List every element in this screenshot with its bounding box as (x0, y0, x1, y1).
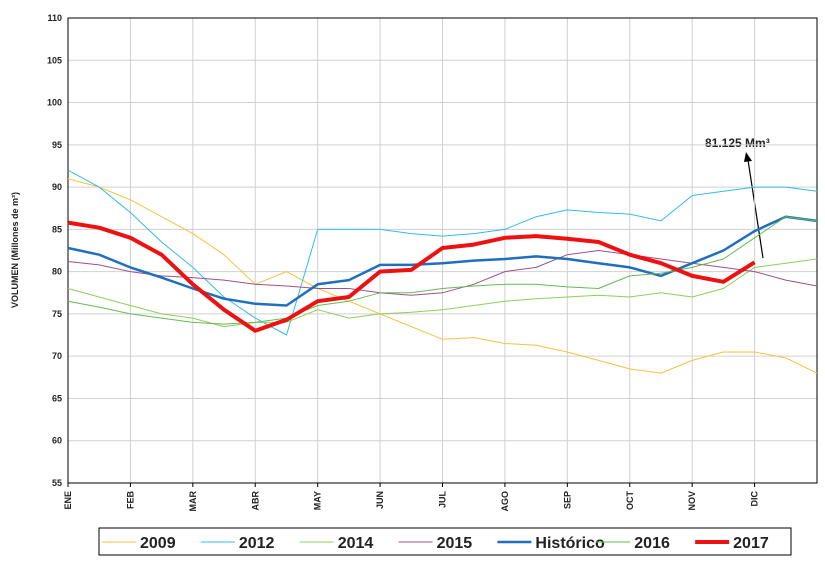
series-line (67, 258, 818, 328)
y-tick-label: 65 (52, 393, 62, 403)
y-tick-label: 80 (52, 267, 62, 277)
y-tick-label: 70 (52, 351, 62, 361)
annotation-arrow (747, 159, 764, 259)
y-axis-label: VOLUMEN (Millones de m³) (10, 192, 20, 308)
x-tick-label: OCT (625, 491, 635, 511)
y-tick-label: 90 (52, 182, 62, 192)
series-line (67, 215, 818, 307)
y-tick-label: 75 (52, 309, 62, 319)
series-line (67, 178, 818, 374)
legend-label: 2016 (634, 535, 670, 552)
legend-label: 2012 (239, 535, 275, 552)
x-tick-label: MAY (313, 491, 323, 510)
x-tick-label: JUL (438, 491, 448, 509)
x-tick-label: AGO (500, 491, 510, 512)
legend-label: 2009 (140, 535, 176, 552)
legend-label: 2017 (733, 535, 769, 552)
annotation: 81.125 Mm³ (705, 136, 770, 150)
series-line (67, 220, 756, 333)
x-tick-label: DIC (750, 491, 760, 507)
x-tick-label: NOV (687, 491, 697, 511)
x-tick-label: SEP (562, 491, 572, 509)
y-tick-label: 110 (47, 13, 62, 23)
x-tick-label: ABR (250, 491, 260, 511)
series-line (67, 169, 818, 336)
legend-label: 2015 (437, 535, 473, 552)
arrow-head (744, 152, 752, 162)
series-line (67, 216, 818, 325)
x-tick-label: MAR (188, 491, 198, 512)
y-tick-label: 60 (52, 436, 62, 446)
y-tick-label: 100 (47, 98, 62, 108)
legend-label: 2014 (338, 535, 374, 552)
x-tick-label: JUN (375, 491, 385, 509)
legend-label: Histórico (535, 535, 605, 552)
y-tick-label: 55 (52, 478, 62, 488)
y-tick-label: 95 (52, 140, 62, 150)
x-tick-label: ENE (63, 491, 73, 510)
plot-frame (67, 17, 818, 484)
x-tick-label: FEB (125, 490, 135, 509)
y-tick-label: 85 (52, 224, 62, 234)
y-tick-label: 105 (47, 55, 62, 65)
